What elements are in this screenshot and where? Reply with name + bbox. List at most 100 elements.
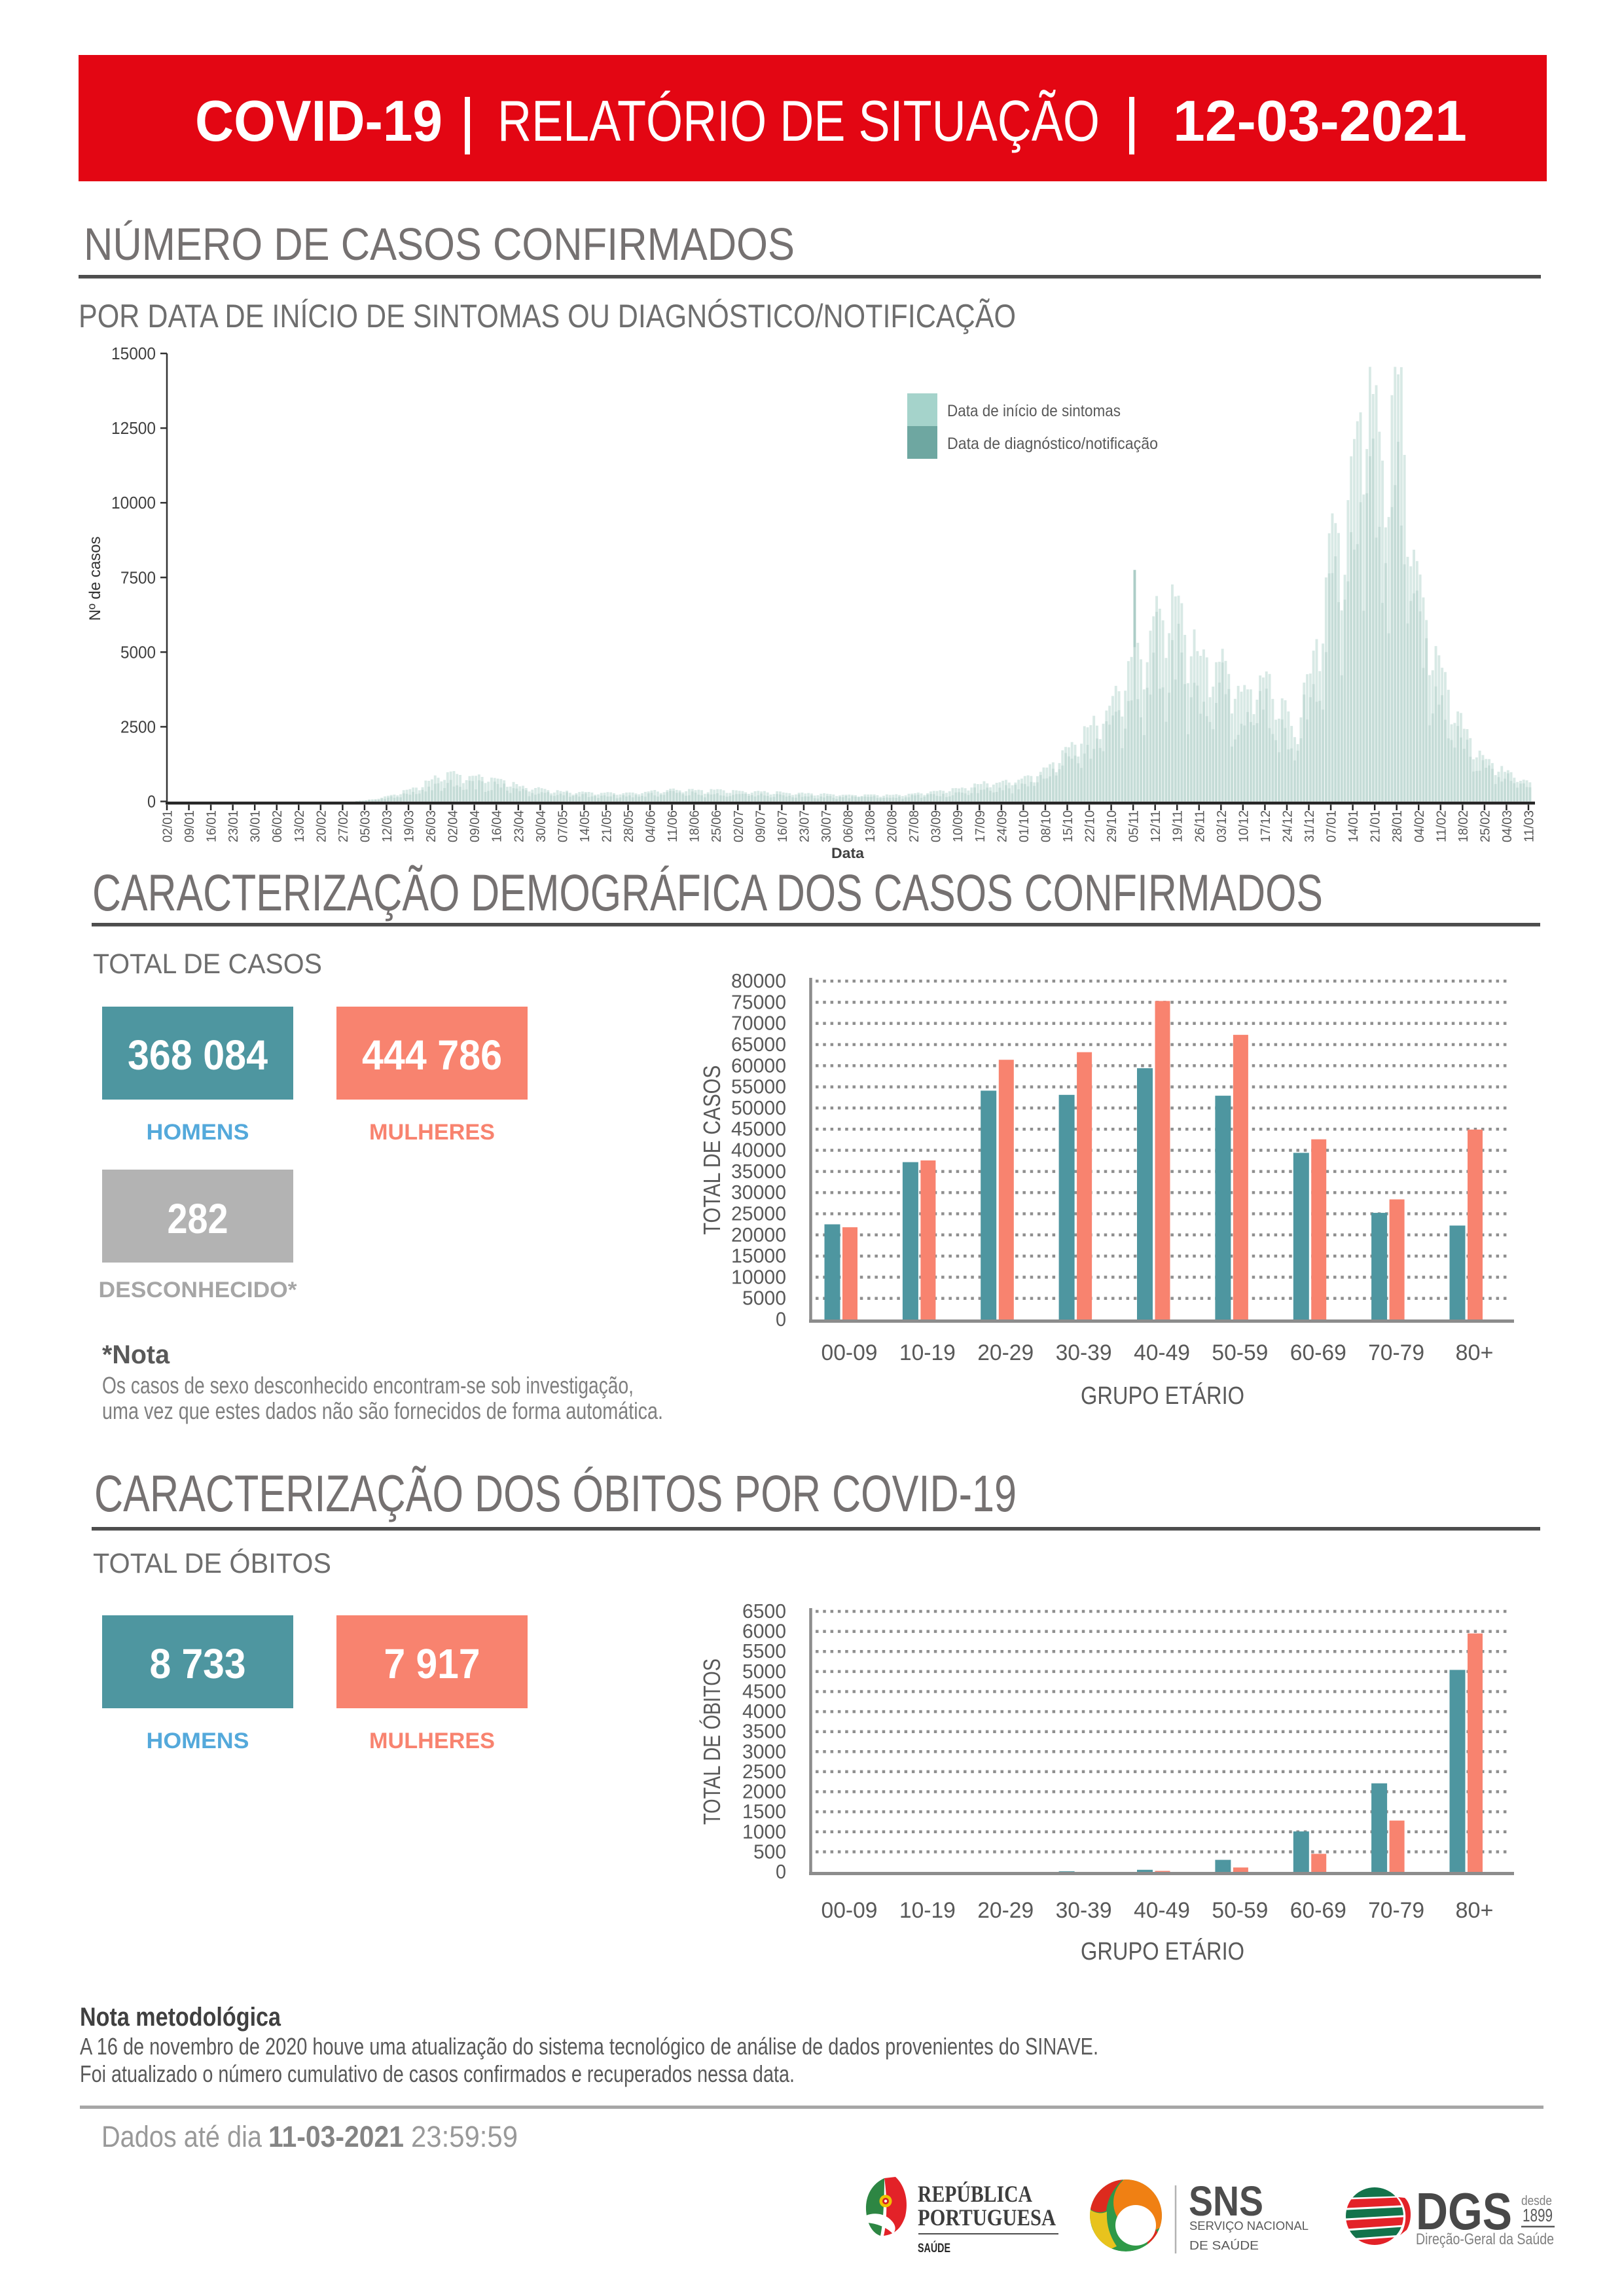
svg-text:1899: 1899 <box>1523 2205 1553 2225</box>
svg-text:Os casos de sexo desconhecido: Os casos de sexo desconhecido encontram-… <box>102 1372 634 1399</box>
svg-text:5000: 5000 <box>742 1660 786 1683</box>
svg-text:SNS: SNS <box>1189 2178 1263 2225</box>
svg-text:1000: 1000 <box>742 1820 786 1843</box>
svg-text:5000: 5000 <box>120 642 156 662</box>
svg-text:13/02: 13/02 <box>293 810 307 842</box>
svg-text:00-09: 00-09 <box>821 1340 878 1365</box>
svg-text:22/10: 22/10 <box>1083 810 1098 842</box>
svg-text:HOMENS: HOMENS <box>147 1729 249 1753</box>
svg-text:*Nota: *Nota <box>102 1340 170 1369</box>
svg-text:desde: desde <box>1521 2194 1552 2208</box>
svg-text:70-79: 70-79 <box>1368 1898 1424 1923</box>
svg-text:01/10: 01/10 <box>1017 810 1032 842</box>
svg-text:07/05: 07/05 <box>556 810 570 842</box>
svg-text:70-79: 70-79 <box>1368 1340 1424 1365</box>
svg-text:12/11: 12/11 <box>1149 810 1163 842</box>
svg-text:PORTUGUESA: PORTUGUESA <box>918 2204 1056 2231</box>
svg-text:14/01: 14/01 <box>1346 810 1361 842</box>
svg-text:DGS: DGS <box>1416 2182 1512 2240</box>
svg-text:04/03: 04/03 <box>1500 810 1515 842</box>
svg-text:17/09: 17/09 <box>973 810 988 842</box>
svg-text:11/02: 11/02 <box>1434 810 1449 842</box>
svg-text:12/03: 12/03 <box>380 810 395 842</box>
svg-text:06/02: 06/02 <box>270 810 285 842</box>
svg-text:282: 282 <box>168 1195 228 1242</box>
svg-text:2500: 2500 <box>120 717 156 736</box>
svg-text:POR DATA DE INÍCIO DE SINTOMAS: POR DATA DE INÍCIO DE SINTOMAS OU DIAGNÓ… <box>79 298 1016 334</box>
svg-text:8 733: 8 733 <box>150 1640 246 1687</box>
svg-text:16/04: 16/04 <box>490 810 505 842</box>
svg-text:50-59: 50-59 <box>1212 1898 1268 1923</box>
svg-text:09/01: 09/01 <box>183 810 197 842</box>
svg-text:13/08: 13/08 <box>863 810 878 842</box>
svg-text:45000: 45000 <box>731 1117 786 1140</box>
svg-text:70000: 70000 <box>731 1012 786 1035</box>
svg-text:11-03-2021: 11-03-2021 <box>268 2120 404 2153</box>
svg-text:04/06: 04/06 <box>644 810 659 842</box>
svg-text:29/10: 29/10 <box>1105 810 1119 842</box>
svg-text:30/01: 30/01 <box>249 810 263 842</box>
svg-text:26/03: 26/03 <box>424 810 439 842</box>
svg-text:28/05: 28/05 <box>622 810 636 842</box>
svg-text:17/12: 17/12 <box>1259 810 1273 842</box>
svg-text:SERVIÇO NACIONAL: SERVIÇO NACIONAL <box>1189 2219 1308 2233</box>
svg-text:12500: 12500 <box>111 418 156 438</box>
svg-text:14/05: 14/05 <box>578 810 592 842</box>
svg-text:10-19: 10-19 <box>899 1898 956 1923</box>
svg-text:18/06: 18/06 <box>688 810 702 842</box>
svg-text:27/02: 27/02 <box>336 810 351 842</box>
svg-text:21/01: 21/01 <box>1369 810 1383 842</box>
svg-text:25/06: 25/06 <box>710 810 724 842</box>
svg-text:COVID-19: COVID-19 <box>195 88 442 153</box>
svg-text:60-69: 60-69 <box>1290 1898 1346 1923</box>
svg-text:GRUPO ETÁRIO: GRUPO ETÁRIO <box>1081 1937 1244 1965</box>
svg-text:3000: 3000 <box>742 1740 786 1763</box>
svg-text:20/08: 20/08 <box>886 810 900 842</box>
svg-text:24/12: 24/12 <box>1281 810 1295 842</box>
svg-text:0: 0 <box>147 792 156 812</box>
svg-text:Nota metodológica: Nota metodológica <box>80 2003 281 2032</box>
svg-text:TOTAL DE ÓBITOS: TOTAL DE ÓBITOS <box>93 1548 331 1579</box>
svg-text:0: 0 <box>776 1308 786 1331</box>
svg-text:28/01: 28/01 <box>1390 810 1405 842</box>
svg-text:Foi atualizado o número cumula: Foi atualizado o número cumulativo de ca… <box>80 2060 795 2087</box>
svg-text:40-49: 40-49 <box>1134 1340 1190 1365</box>
svg-text:20-29: 20-29 <box>977 1898 1034 1923</box>
svg-text:Data: Data <box>831 845 865 861</box>
svg-text:3500: 3500 <box>742 1720 786 1743</box>
svg-text:03/12: 03/12 <box>1215 810 1229 842</box>
svg-text:DESCONHECIDO*: DESCONHECIDO* <box>99 1278 298 1302</box>
svg-text:CARACTERIZAÇÃO DEMOGRÁFICA DOS: CARACTERIZAÇÃO DEMOGRÁFICA DOS CASOS CON… <box>92 863 1323 922</box>
svg-text:40000: 40000 <box>731 1139 786 1162</box>
svg-text:10/09: 10/09 <box>951 810 965 842</box>
svg-text:REPÚBLICA: REPÚBLICA <box>918 2181 1032 2207</box>
svg-text:0: 0 <box>776 1860 786 1883</box>
svg-text:16/01: 16/01 <box>205 810 219 842</box>
svg-text:09/04: 09/04 <box>468 810 482 842</box>
svg-text:30/04: 30/04 <box>534 810 549 842</box>
svg-text:12-03-2021: 12-03-2021 <box>1173 88 1467 153</box>
svg-text:Nº de casos: Nº de casos <box>86 537 104 621</box>
svg-text:4000: 4000 <box>742 1700 786 1723</box>
svg-text:40-49: 40-49 <box>1134 1898 1190 1923</box>
svg-text:GRUPO ETÁRIO: GRUPO ETÁRIO <box>1081 1382 1244 1410</box>
svg-text:5500: 5500 <box>742 1640 786 1662</box>
svg-text:21/05: 21/05 <box>600 810 615 842</box>
svg-text:20000: 20000 <box>731 1223 786 1246</box>
svg-text:19/11: 19/11 <box>1171 810 1185 842</box>
svg-text:30/07: 30/07 <box>820 810 834 842</box>
svg-text:6000: 6000 <box>742 1620 786 1643</box>
svg-text:80+: 80+ <box>1456 1898 1494 1923</box>
svg-text:04/02: 04/02 <box>1413 810 1427 842</box>
svg-text:Dados até dia: Dados até dia <box>101 2120 262 2153</box>
svg-text:31/12: 31/12 <box>1303 810 1317 842</box>
svg-text:02/07: 02/07 <box>732 810 746 842</box>
svg-text:HOMENS: HOMENS <box>147 1120 249 1145</box>
svg-text:60-69: 60-69 <box>1290 1340 1346 1365</box>
svg-text:2000: 2000 <box>742 1780 786 1803</box>
svg-text:16/07: 16/07 <box>776 810 790 842</box>
svg-text:05/11: 05/11 <box>1127 810 1142 842</box>
svg-text:TOTAL DE CASOS: TOTAL DE CASOS <box>698 1066 725 1235</box>
svg-text:23/04: 23/04 <box>512 810 526 842</box>
svg-text:20/02: 20/02 <box>314 810 329 842</box>
